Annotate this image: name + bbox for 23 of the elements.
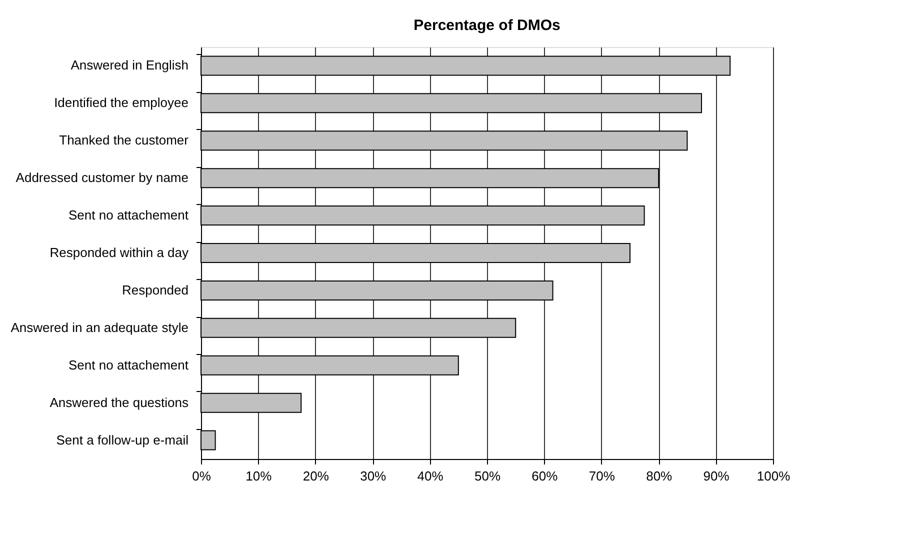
x-tick-label: 20% (302, 468, 330, 484)
chart-title: Percentage of DMOs (414, 17, 560, 34)
y-tick-label: Sent a follow-up e-mail (56, 432, 189, 448)
y-tick-label: Answered in an adequate style (10, 320, 188, 335)
y-tick-label: Answered the questions (50, 394, 189, 410)
x-tick-label: 70% (588, 468, 616, 484)
x-tick-label: 80% (646, 468, 673, 484)
x-tick-label: 40% (417, 468, 444, 484)
x-tick-label: 60% (532, 468, 558, 484)
y-tick-label: Sent no attachement (68, 357, 189, 372)
x-tick-label: 10% (246, 468, 272, 484)
y-tick-label: Answered in English (70, 58, 188, 73)
y-tick-label: Responded within a day (50, 245, 189, 260)
x-tick-label: 100% (756, 468, 791, 484)
y-tick-label: Addressed customer by name (16, 170, 188, 186)
x-tick-label: 90% (703, 468, 730, 484)
y-tick-label: Sent no attachement (68, 208, 189, 223)
x-tick-label: 30% (360, 468, 387, 484)
x-tick-label: 50% (474, 468, 501, 484)
y-tick-label: Responded (122, 282, 188, 298)
y-tick-label: Thanked the customer (59, 132, 190, 148)
y-tick-label: Identified the employee (54, 95, 188, 110)
x-tick-label: 0% (192, 468, 212, 484)
